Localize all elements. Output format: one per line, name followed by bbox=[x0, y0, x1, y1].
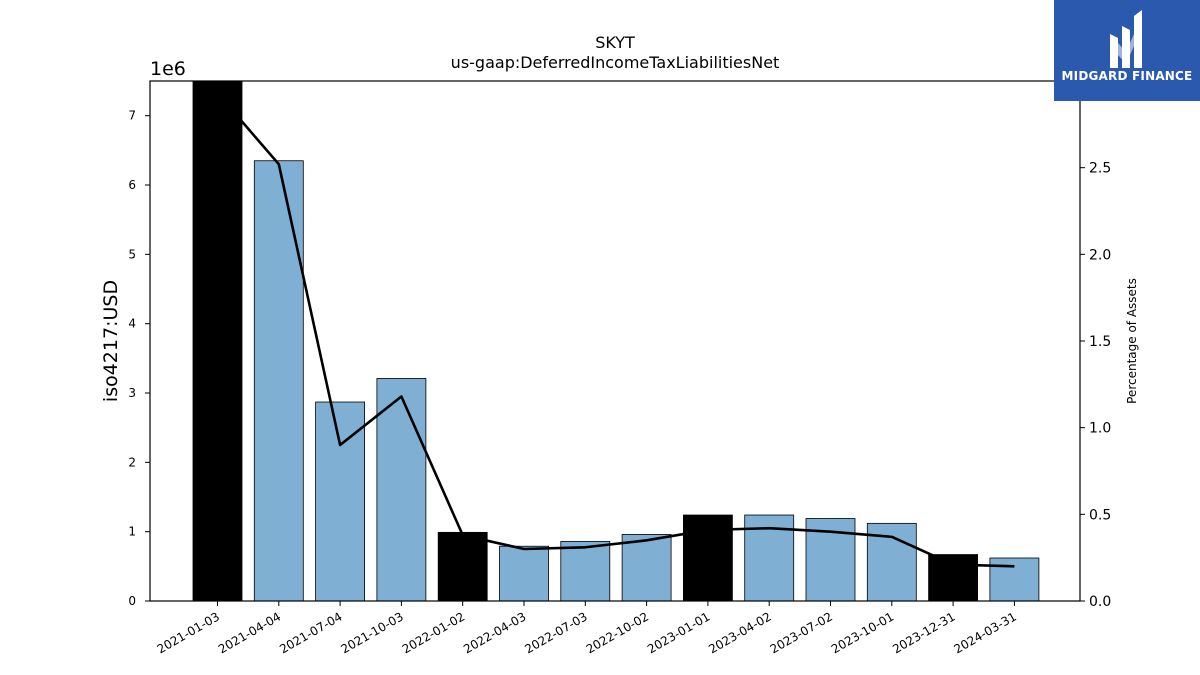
bar-2021-07-04 bbox=[315, 401, 366, 602]
bar-2022-01-02 bbox=[437, 531, 488, 602]
chart-subtitle: us-gaap:DeferredIncomeTaxLiabilitiesNet bbox=[451, 53, 780, 72]
x-tick-label: 2022-10-02 bbox=[584, 609, 651, 656]
bar-2024-03-31 bbox=[989, 557, 1040, 602]
y2-axis-label: Percentage of Assets bbox=[1125, 278, 1139, 404]
x-tick-label: 2021-07-04 bbox=[277, 609, 344, 656]
midgard-logo: MIDGARD FINANCE bbox=[1054, 0, 1200, 101]
y-tick-label: 6 bbox=[128, 178, 136, 192]
y2-tick-label: 0.5 bbox=[1089, 507, 1111, 523]
x-tick-label: 2023-04-02 bbox=[706, 609, 773, 656]
y2-tick-label: 2.0 bbox=[1089, 247, 1111, 263]
x-tick-label: 2021-04-04 bbox=[216, 609, 283, 656]
y-tick-label: 5 bbox=[128, 247, 136, 261]
y-tick-label: 1 bbox=[128, 525, 136, 539]
x-tick-label: 2023-01-01 bbox=[645, 609, 712, 656]
bar-2021-10-03 bbox=[376, 378, 427, 602]
bar-2022-07-03 bbox=[560, 540, 611, 602]
y2-tick-label: 2.5 bbox=[1089, 161, 1111, 177]
bar-2022-04-03 bbox=[499, 545, 549, 602]
bar-2022-10-02 bbox=[621, 534, 672, 602]
y2-tick-label: 1.0 bbox=[1089, 421, 1111, 437]
x-tick-label: 2024-03-31 bbox=[951, 609, 1018, 656]
chart-title: SKYT bbox=[595, 33, 635, 52]
midgard-logo-icon bbox=[1110, 10, 1142, 68]
y-tick-label: 7 bbox=[128, 109, 136, 123]
x-tick-label: 2022-07-03 bbox=[522, 609, 589, 656]
y-offset-label: 1e6 bbox=[150, 58, 186, 80]
x-tick-label: 2021-01-03 bbox=[155, 609, 222, 656]
y-tick-label: 3 bbox=[128, 386, 136, 400]
x-tick-label: 2021-10-03 bbox=[338, 609, 405, 656]
y-axis-label: iso4217:USD bbox=[100, 280, 122, 402]
y2-tick-label: 1.5 bbox=[1089, 334, 1111, 350]
bar-2021-01-03 bbox=[192, 80, 243, 602]
y-tick-label: 0 bbox=[128, 594, 136, 608]
x-tick-label: 2022-01-02 bbox=[400, 609, 467, 656]
plot-frame bbox=[149, 80, 1081, 602]
y-tick-label: 2 bbox=[128, 455, 136, 469]
x-tick-label: 2023-12-31 bbox=[890, 609, 957, 656]
bar-2023-12-31 bbox=[928, 554, 978, 602]
bar-2021-04-04 bbox=[253, 160, 304, 602]
y-tick-label: 4 bbox=[128, 317, 136, 331]
x-tick-label: 2022-04-03 bbox=[461, 609, 528, 656]
y2-tick-label: 0.0 bbox=[1089, 594, 1111, 610]
series-line-percentage-of-assets bbox=[216, 92, 1015, 568]
x-tick-label: 2023-10-01 bbox=[829, 609, 896, 656]
bar-2023-01-01 bbox=[683, 514, 733, 602]
x-tick-label: 2023-07-02 bbox=[768, 609, 835, 656]
logo-text: MIDGARD FINANCE bbox=[1061, 69, 1193, 83]
